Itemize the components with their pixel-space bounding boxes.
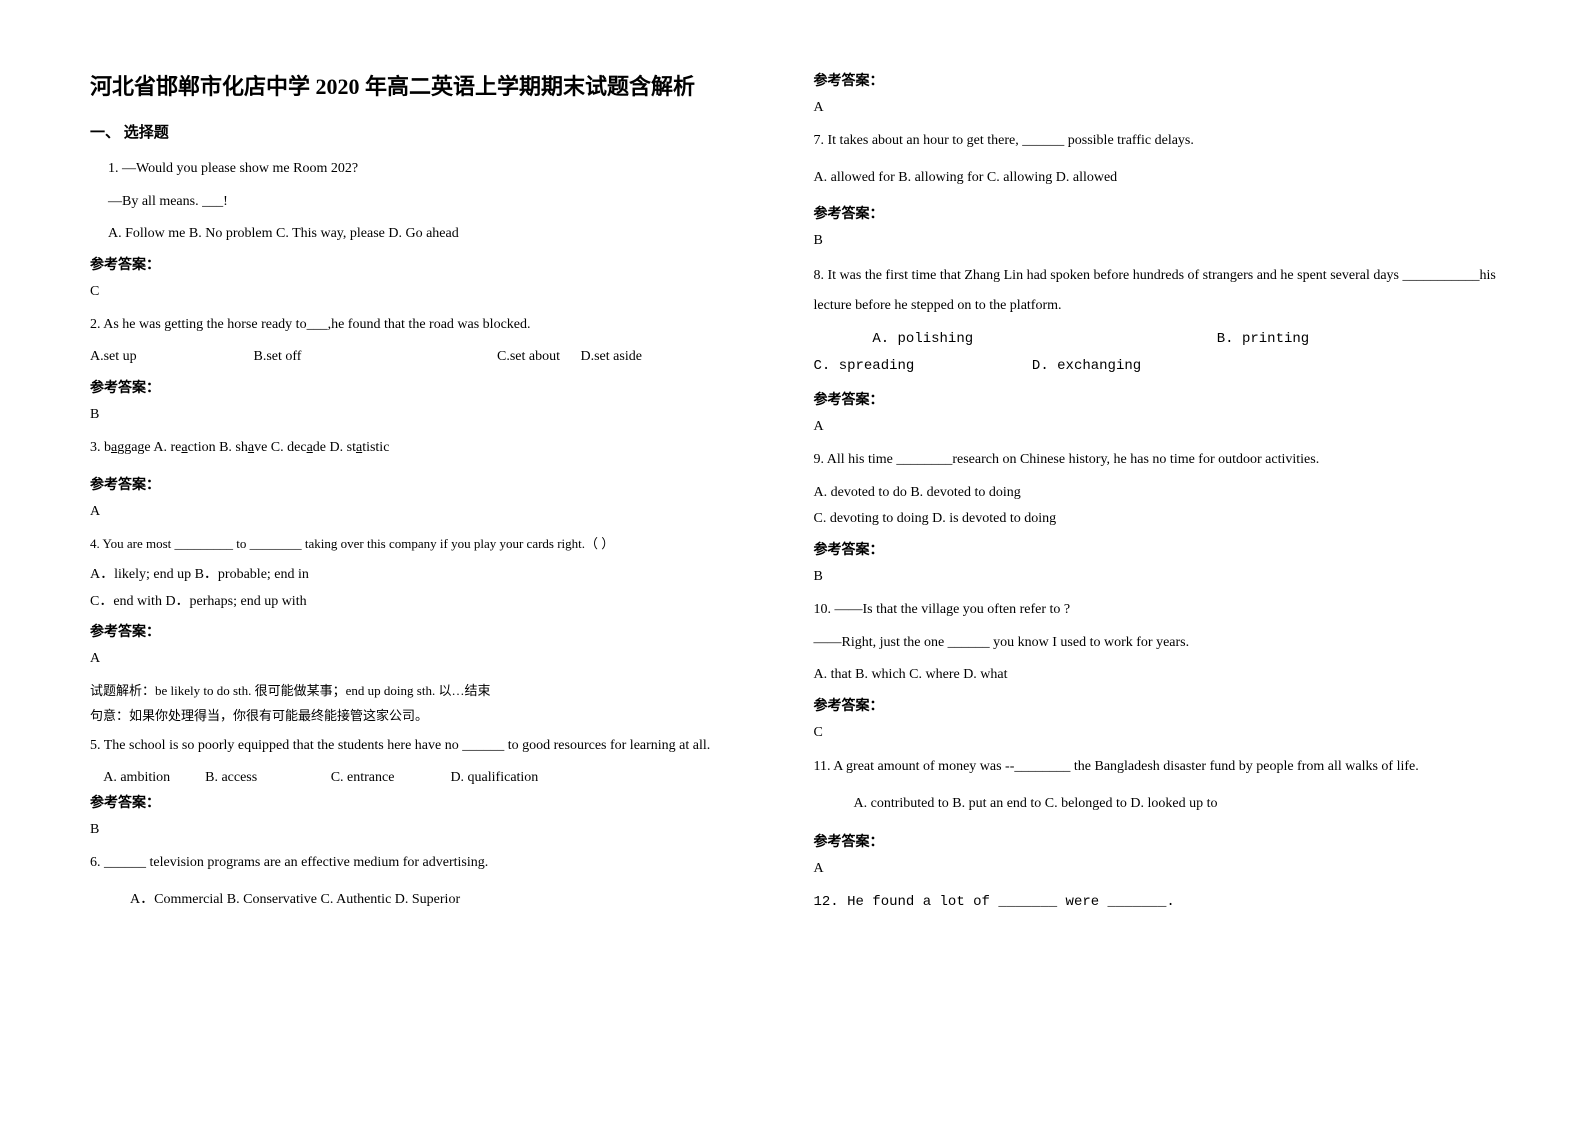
q7-stem: 7. It takes about an hour to get there, … — [814, 128, 1518, 155]
q7-options: A. allowed for B. allowing for C. allowi… — [814, 165, 1518, 192]
answer-label: 参考答案： — [814, 695, 1518, 715]
q4-exp2: 句意：如果你处理得当，你很有可能最终能接管这家公司。 — [90, 704, 774, 729]
q11-stem: 11. A great amount of money was --______… — [814, 753, 1518, 781]
q2-answer: B — [90, 407, 774, 423]
q11-answer: A — [814, 861, 1518, 877]
answer-label: 参考答案： — [90, 474, 774, 494]
q1-line2: —By all means. ___! — [90, 189, 774, 216]
q9-answer: B — [814, 569, 1518, 585]
q10-line1: 10. ——Is that the village you often refe… — [814, 597, 1518, 624]
q4-line2: C．end with D．perhaps; end up with — [90, 589, 774, 616]
answer-label: 参考答案： — [90, 254, 774, 274]
q1-line1: 1. —Would you please show me Room 202? — [90, 156, 774, 183]
answer-label: 参考答案： — [90, 792, 774, 812]
right-column: 参考答案： A 7. It takes about an hour to get… — [804, 70, 1518, 1082]
q12-stem: 12. He found a lot of _______ were _____… — [814, 889, 1518, 916]
q7-answer: B — [814, 233, 1518, 249]
answer-label: 参考答案： — [90, 377, 774, 397]
left-column: 河北省邯郸市化店中学 2020 年高二英语上学期期末试题含解析 一、 选择题 1… — [90, 70, 804, 1082]
q3-mid1: ggage A. re — [117, 440, 181, 455]
q9-line2: C. devoting to doing D. is devoted to do… — [814, 506, 1518, 533]
q8-answer: A — [814, 419, 1518, 435]
q4-answer: A — [90, 651, 774, 667]
q3-answer: A — [90, 504, 774, 520]
q6-stem: 6. ______ television programs are an eff… — [90, 850, 774, 877]
q2-optC: C.set about — [497, 344, 577, 371]
q3-stem: 3. baggage A. reaction B. shave C. decad… — [90, 435, 774, 462]
q8-stem: 8. It was the first time that Zhang Lin … — [814, 261, 1518, 320]
q4-line1: A．likely; end up B．probable; end in — [90, 562, 774, 589]
q3-pre: 3. b — [90, 440, 111, 455]
q2-options: A.set up B.set off C.set about D.set asi… — [90, 344, 774, 371]
answer-label: 参考答案： — [814, 539, 1518, 559]
q3-mid4: de D. st — [313, 440, 356, 455]
q3-mid3: ve C. dec — [254, 440, 306, 455]
answer-label: 参考答案： — [814, 70, 1518, 90]
q2-optA: A.set up — [90, 344, 250, 371]
q6-options: A．Commercial B. Conservative C. Authenti… — [90, 887, 774, 914]
q10-line2: ——Right, just the one ______ you know I … — [814, 630, 1518, 657]
q3-mid2: ction B. sh — [188, 440, 248, 455]
q10-options: A. that B. which C. where D. what — [814, 662, 1518, 689]
q2-optD: D.set aside — [581, 349, 642, 364]
q1-answer: C — [90, 284, 774, 300]
answer-label: 参考答案： — [814, 389, 1518, 409]
answer-label: 参考答案： — [814, 203, 1518, 223]
answer-label: 参考答案： — [90, 621, 774, 641]
q5-answer: B — [90, 822, 774, 838]
q5-stem: 5. The school is so poorly equipped that… — [90, 733, 774, 760]
q1-options: A. Follow me B. No problem C. This way, … — [90, 221, 774, 248]
q9-stem: 9. All his time ________research on Chin… — [814, 447, 1518, 474]
section-heading: 一、 选择题 — [90, 121, 774, 142]
q4-stem: 4. You are most _________ to ________ ta… — [90, 532, 774, 557]
document-title: 河北省邯郸市化店中学 2020 年高二英语上学期期末试题含解析 — [90, 70, 774, 103]
q4-exp1: 试题解析：be likely to do sth. 很可能做某事；end up … — [90, 679, 774, 704]
answer-label: 参考答案： — [814, 831, 1518, 851]
q11-options: A. contributed to B. put an end to C. be… — [814, 791, 1518, 818]
q3-mid5: tistic — [362, 440, 389, 455]
q10-answer: C — [814, 725, 1518, 741]
q6-answer: A — [814, 100, 1518, 116]
q9-line1: A. devoted to do B. devoted to doing — [814, 480, 1518, 507]
q8-line1: A. polishing B. printing C. spreading D.… — [814, 326, 1518, 379]
q5-options: A. ambition B. access C. entrance D. qua… — [90, 765, 774, 792]
q2-stem: 2. As he was getting the horse ready to_… — [90, 312, 774, 339]
q2-optB: B.set off — [254, 344, 494, 371]
